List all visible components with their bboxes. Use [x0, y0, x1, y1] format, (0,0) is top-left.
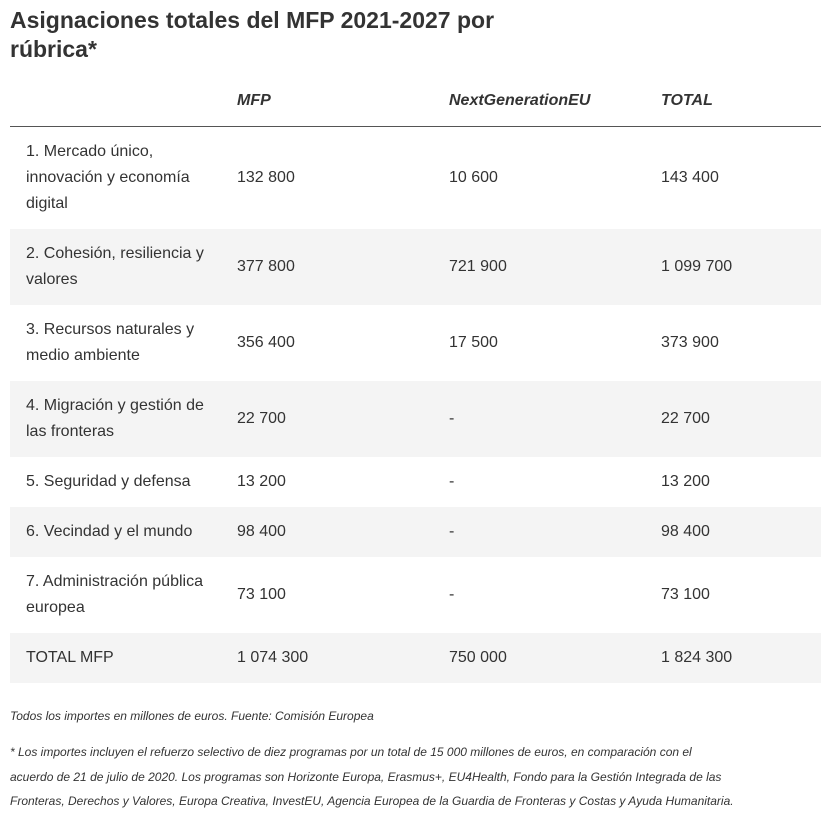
table-row: 5. Seguridad y defensa 13 200 - 13 200: [10, 457, 821, 507]
cell-nextgenerationeu: -: [449, 473, 455, 490]
table-total-row: TOTAL MFP 1 074 300 750 000 1 824 300: [10, 633, 821, 683]
cell-mfp: 98 400: [237, 507, 449, 557]
row-label: 6. Vecindad y el mundo: [10, 507, 237, 557]
cell-total: 98 400: [661, 507, 821, 557]
units-source-note: Todos los importes en millones de euros.…: [10, 709, 374, 723]
row-label: 3. Recursos naturales y medio ambiente: [26, 321, 195, 364]
cell-mfp: 377 800: [237, 229, 449, 305]
cell-mfp: 132 800: [237, 169, 295, 186]
cell-nextgenerationeu: -: [449, 381, 661, 457]
table-row: 1. Mercado único, innovación y economía …: [10, 127, 821, 230]
cell-total: 13 200: [661, 473, 710, 490]
row-label: 5. Seguridad y defensa: [26, 473, 191, 490]
allocations-table: MFP NextGenerationEU TOTAL 1. Mercado ún…: [10, 76, 821, 683]
cell-nextgenerationeu: -: [449, 507, 661, 557]
row-label: 4. Migración y gestión de las fronteras: [10, 381, 237, 457]
cell-mfp: 1 074 300: [237, 633, 449, 683]
table-row: 4. Migración y gestión de las fronteras …: [10, 381, 821, 457]
row-label: 2. Cohesión, resiliencia y valores: [10, 229, 237, 305]
page: Asignaciones totales del MFP 2021-2027 p…: [10, 0, 821, 808]
page-title: Asignaciones totales del MFP 2021-2027 p…: [10, 7, 495, 62]
cell-nextgenerationeu: 10 600: [449, 169, 498, 186]
footnote: * Los importes incluyen el refuerzo sele…: [10, 745, 734, 808]
cell-total: 1 824 300: [661, 633, 821, 683]
header-nextgenerationeu: NextGenerationEU: [449, 76, 661, 127]
table-row: 6. Vecindad y el mundo 98 400 - 98 400: [10, 507, 821, 557]
table-row: 3. Recursos naturales y medio ambiente 3…: [10, 305, 821, 381]
header-heading: [10, 76, 237, 127]
cell-total: 22 700: [661, 381, 821, 457]
header-total: TOTAL: [661, 76, 821, 127]
row-label: TOTAL MFP: [10, 633, 237, 683]
header-mfp: MFP: [237, 76, 449, 127]
table-header-row: MFP NextGenerationEU TOTAL: [10, 76, 821, 127]
cell-mfp: 73 100: [237, 586, 286, 603]
cell-total: 373 900: [661, 334, 719, 351]
cell-total: 73 100: [661, 586, 710, 603]
cell-mfp: 356 400: [237, 334, 295, 351]
cell-nextgenerationeu: -: [449, 586, 455, 603]
cell-total: 1 099 700: [661, 229, 821, 305]
cell-nextgenerationeu: 750 000: [449, 633, 661, 683]
row-label: 1. Mercado único, innovación y economía …: [26, 143, 190, 212]
cell-mfp: 22 700: [237, 381, 449, 457]
cell-mfp: 13 200: [237, 473, 286, 490]
cell-nextgenerationeu: 17 500: [449, 334, 498, 351]
table-row: 7. Administración pública europea 73 100…: [10, 557, 821, 633]
table-row: 2. Cohesión, resiliencia y valores 377 8…: [10, 229, 821, 305]
row-label: 7. Administración pública europea: [26, 573, 203, 616]
cell-total: 143 400: [661, 169, 719, 186]
table-notes: Todos los importes en millones de euros.…: [10, 704, 750, 814]
cell-nextgenerationeu: 721 900: [449, 229, 661, 305]
